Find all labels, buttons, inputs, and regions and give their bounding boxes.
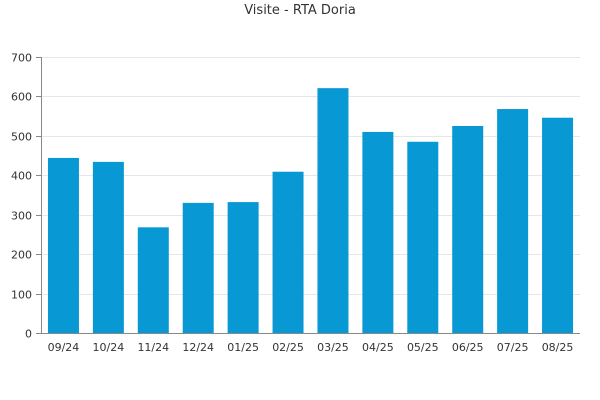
bar-04-25: [362, 131, 394, 333]
bar-10-24: [92, 161, 124, 333]
x-tick-label-05-25: 05/25: [407, 341, 439, 354]
y-tick-label-600: 600: [11, 91, 32, 104]
bar-05-25: [407, 141, 439, 333]
chart-title: Visite - RTA Doria: [244, 3, 356, 18]
y-tick-label-100: 100: [11, 289, 32, 302]
y-tick-label-500: 500: [11, 131, 32, 144]
bar-02-25: [272, 171, 304, 333]
tick-labels: 0 100 200 300 400 500 600 700 09/24 10/24 11/24 12/…: [11, 52, 573, 355]
x-tick-label-11-24: 11/24: [137, 341, 169, 354]
y-tick-label-0: 0: [25, 328, 32, 341]
y-tick-label-400: 400: [11, 170, 32, 183]
x-tick-label-03-25: 03/25: [317, 341, 349, 354]
bar-03-25: [317, 88, 349, 333]
x-tick-label-06-25: 06/25: [452, 341, 484, 354]
x-tick-label-04-25: 04/25: [362, 341, 394, 354]
bar-09-24: [47, 157, 79, 333]
x-tick-label-10-24: 10/24: [93, 341, 125, 354]
bar-01-25: [227, 202, 259, 333]
x-tick-label-02-25: 02/25: [272, 341, 304, 354]
y-tick-label-700: 700: [11, 52, 32, 65]
bar-06-25: [452, 126, 484, 333]
x-tick-label-09-24: 09/24: [48, 341, 80, 354]
bar-12-24: [182, 202, 214, 333]
x-tick-label-07-25: 07/25: [497, 341, 529, 354]
axes: [36, 57, 580, 334]
bar-08-25: [542, 117, 574, 333]
x-tick-label-08-25: 08/25: [542, 341, 574, 354]
y-tick-label-300: 300: [11, 210, 32, 223]
grid-lines: [41, 57, 580, 295]
bar-11-24: [137, 227, 169, 333]
x-tick-label-12-24: 12/24: [182, 341, 214, 354]
x-tick-label-01-25: 01/25: [227, 341, 259, 354]
bar-07-25: [497, 109, 529, 333]
y-tick-label-200: 200: [11, 249, 32, 262]
bars: [47, 88, 574, 333]
